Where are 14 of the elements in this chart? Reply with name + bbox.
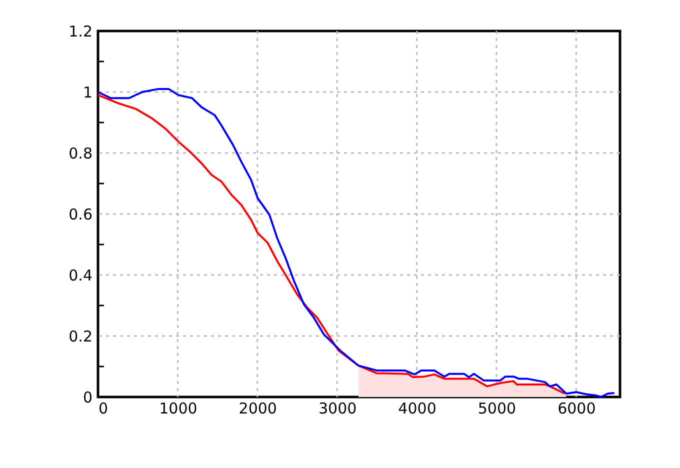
- x-tick-label: 5000: [478, 400, 516, 418]
- y-tick-label: 1: [82, 84, 92, 102]
- x-tick-label: 1000: [159, 400, 198, 418]
- x-tick-label: 2000: [238, 400, 277, 418]
- y-tick-label: 0: [82, 388, 92, 406]
- x-tick-label: 0: [98, 400, 108, 418]
- x-tick-label: 6000: [558, 400, 596, 418]
- x-tick-label: 4000: [398, 400, 436, 418]
- y-tick-label: 0.2: [68, 328, 92, 346]
- y-tick-label: 0.4: [68, 266, 92, 284]
- y-tick-label: 1.2: [68, 22, 92, 40]
- y-tick-label: 0.6: [68, 206, 92, 224]
- x-tick-label: 3000: [318, 400, 357, 418]
- y-tick-label: 0.8: [68, 144, 92, 162]
